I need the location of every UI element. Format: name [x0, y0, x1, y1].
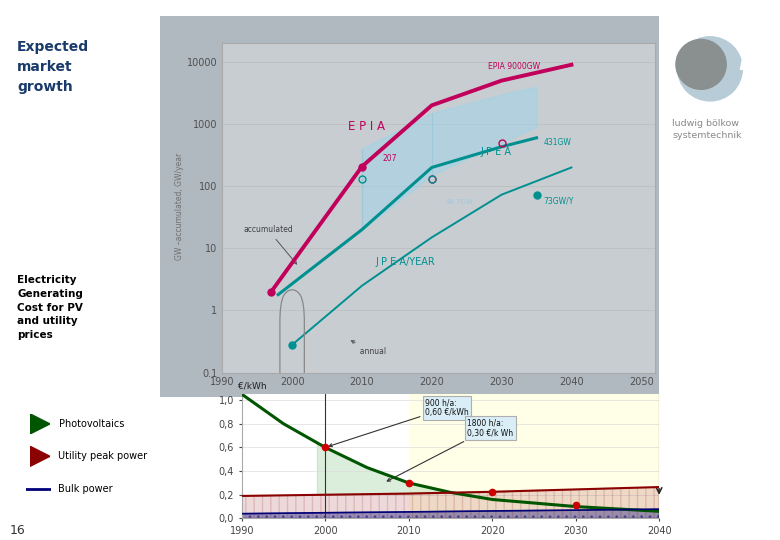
- Text: 44.7GW: 44.7GW: [445, 199, 473, 205]
- Polygon shape: [30, 446, 50, 467]
- Text: EPIA 9000GW: EPIA 9000GW: [488, 62, 540, 71]
- Circle shape: [676, 39, 726, 89]
- Text: 900 h/a:
0,60 €/kWh: 900 h/a: 0,60 €/kWh: [329, 398, 469, 447]
- Text: accumulated: accumulated: [243, 226, 296, 264]
- Text: J P E A: J P E A: [480, 147, 512, 157]
- Text: b: b: [739, 55, 753, 75]
- Text: Photovoltaics: Photovoltaics: [58, 419, 124, 429]
- Text: ludwig bölkow
systemtechnik: ludwig bölkow systemtechnik: [672, 119, 742, 140]
- Text: Utility peak power: Utility peak power: [58, 451, 147, 461]
- Text: €/kWh: €/kWh: [238, 382, 266, 390]
- Text: GW –accumulated, GW/year: GW –accumulated, GW/year: [176, 153, 184, 260]
- Text: Expected
market
growth: Expected market growth: [17, 40, 89, 93]
- Text: 1800 h/a:
0,30 €/k Wh: 1800 h/a: 0,30 €/k Wh: [387, 418, 513, 481]
- Text: J P E A/YEAR: J P E A/YEAR: [376, 257, 436, 267]
- Text: E P I A: E P I A: [348, 120, 385, 133]
- Text: 16: 16: [9, 523, 25, 537]
- Text: Electricity
Generating
Cost for PV
and utility
prices: Electricity Generating Cost for PV and u…: [17, 275, 83, 340]
- Circle shape: [678, 37, 743, 101]
- Text: 207: 207: [383, 154, 397, 163]
- Text: Bulk power: Bulk power: [58, 484, 113, 494]
- Text: annual: annual: [351, 341, 386, 356]
- Text: 73GW/Y: 73GW/Y: [544, 197, 574, 205]
- Polygon shape: [30, 414, 50, 434]
- Text: 431GW: 431GW: [544, 138, 572, 147]
